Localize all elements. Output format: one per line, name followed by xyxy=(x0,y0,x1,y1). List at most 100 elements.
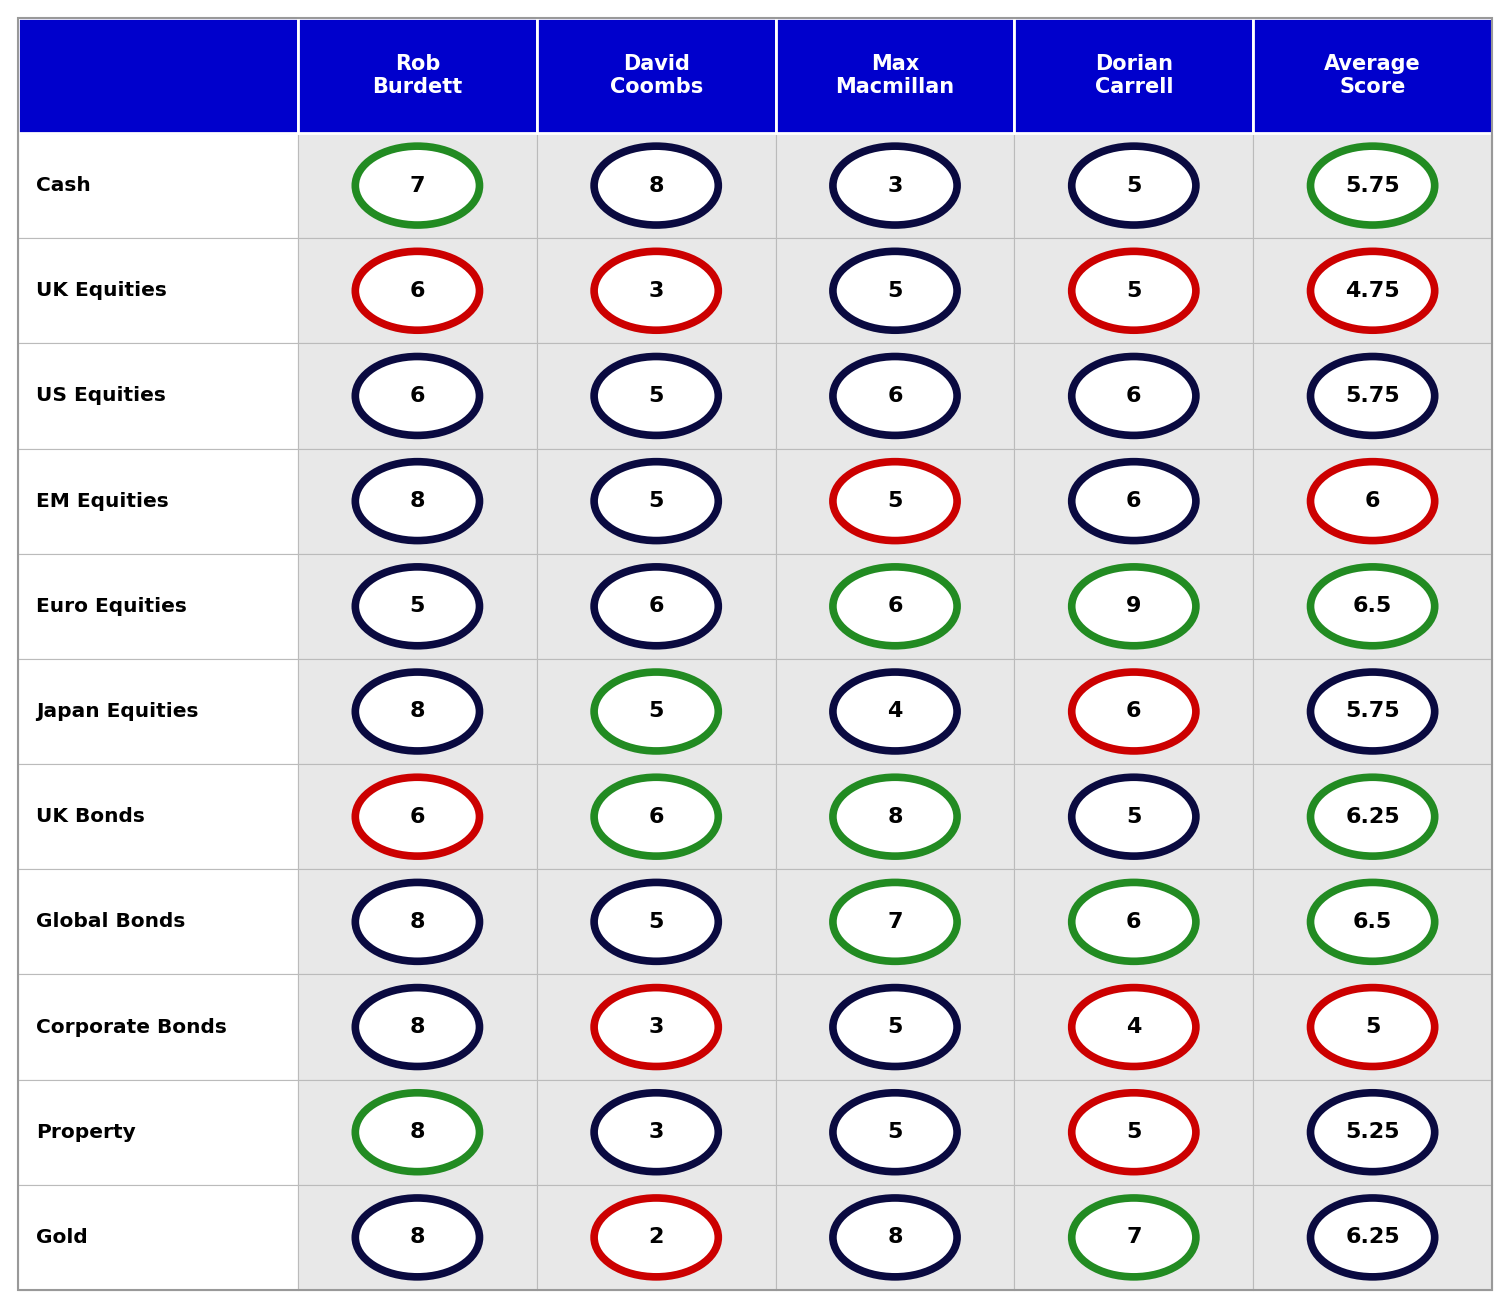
Bar xyxy=(776,659,1015,764)
Bar xyxy=(297,18,536,133)
Bar xyxy=(297,1185,536,1290)
Text: Euro Equities: Euro Equities xyxy=(36,596,187,616)
Ellipse shape xyxy=(593,1092,719,1172)
Ellipse shape xyxy=(593,462,719,540)
Bar xyxy=(18,764,297,870)
Ellipse shape xyxy=(355,1092,480,1172)
Bar xyxy=(536,1185,776,1290)
Bar xyxy=(536,974,776,1079)
Ellipse shape xyxy=(834,251,957,330)
Bar xyxy=(1253,344,1492,449)
Bar xyxy=(1253,1185,1492,1290)
Bar xyxy=(1253,870,1492,974)
Bar xyxy=(297,553,536,659)
Text: 5: 5 xyxy=(1126,175,1142,196)
Ellipse shape xyxy=(1072,883,1196,961)
Bar xyxy=(536,344,776,449)
Text: 9: 9 xyxy=(1126,596,1142,616)
Bar xyxy=(1253,764,1492,870)
Text: Global Bonds: Global Bonds xyxy=(36,913,186,931)
Bar xyxy=(1015,870,1253,974)
Ellipse shape xyxy=(593,357,719,436)
Bar xyxy=(776,1185,1015,1290)
Bar xyxy=(776,449,1015,553)
Ellipse shape xyxy=(593,777,719,857)
Ellipse shape xyxy=(355,251,480,330)
Text: 3: 3 xyxy=(888,175,903,196)
Bar xyxy=(18,449,297,553)
Text: 8: 8 xyxy=(409,1018,426,1037)
Text: 5: 5 xyxy=(888,1122,903,1142)
Text: 5: 5 xyxy=(1126,281,1142,301)
Text: 3: 3 xyxy=(648,1122,664,1142)
Ellipse shape xyxy=(834,672,957,751)
Text: 5: 5 xyxy=(1365,1018,1380,1037)
Text: 6: 6 xyxy=(1126,386,1142,405)
Bar xyxy=(776,764,1015,870)
Bar xyxy=(1015,659,1253,764)
Ellipse shape xyxy=(1072,251,1196,330)
Text: 7: 7 xyxy=(1126,1227,1142,1248)
Bar xyxy=(1015,974,1253,1079)
Ellipse shape xyxy=(1072,1092,1196,1172)
Ellipse shape xyxy=(1311,672,1434,751)
Ellipse shape xyxy=(593,1198,719,1277)
Text: 6: 6 xyxy=(888,386,903,405)
Text: 5: 5 xyxy=(648,490,664,511)
Bar xyxy=(776,133,1015,238)
Text: David
Coombs: David Coombs xyxy=(610,54,702,97)
Ellipse shape xyxy=(1072,777,1196,857)
Ellipse shape xyxy=(1072,357,1196,436)
Text: 6: 6 xyxy=(1365,490,1380,511)
Text: US Equities: US Equities xyxy=(36,386,166,405)
Ellipse shape xyxy=(593,883,719,961)
Ellipse shape xyxy=(1311,357,1434,436)
Bar xyxy=(1253,1079,1492,1185)
Text: 3: 3 xyxy=(648,281,664,301)
Bar xyxy=(1253,18,1492,133)
Text: 6.5: 6.5 xyxy=(1353,596,1392,616)
Bar xyxy=(776,870,1015,974)
Text: UK Equities: UK Equities xyxy=(36,281,168,301)
Bar xyxy=(536,238,776,344)
Ellipse shape xyxy=(1072,462,1196,540)
Bar xyxy=(18,659,297,764)
Text: 7: 7 xyxy=(888,912,903,931)
Text: 6: 6 xyxy=(648,596,664,616)
Text: 5.75: 5.75 xyxy=(1345,386,1400,405)
Text: 6: 6 xyxy=(888,596,903,616)
Bar xyxy=(297,870,536,974)
Bar xyxy=(18,18,297,133)
Ellipse shape xyxy=(593,251,719,330)
Ellipse shape xyxy=(834,883,957,961)
Bar xyxy=(1015,238,1253,344)
Ellipse shape xyxy=(355,1198,480,1277)
Text: 6: 6 xyxy=(1126,912,1142,931)
Bar xyxy=(536,659,776,764)
Text: 5: 5 xyxy=(648,386,664,405)
Ellipse shape xyxy=(355,566,480,646)
Text: 6: 6 xyxy=(409,807,426,827)
Text: Gold: Gold xyxy=(36,1228,88,1247)
Bar xyxy=(776,974,1015,1079)
Text: 7: 7 xyxy=(409,175,426,196)
Text: 6: 6 xyxy=(648,807,664,827)
Text: Dorian
Carrell: Dorian Carrell xyxy=(1095,54,1173,97)
Bar xyxy=(1015,344,1253,449)
Bar xyxy=(18,870,297,974)
Ellipse shape xyxy=(1311,146,1434,225)
Text: Max
Macmillan: Max Macmillan xyxy=(835,54,954,97)
Text: 3: 3 xyxy=(648,1018,664,1037)
Ellipse shape xyxy=(834,777,957,857)
Ellipse shape xyxy=(834,357,957,436)
Text: EM Equities: EM Equities xyxy=(36,492,169,510)
Text: 8: 8 xyxy=(888,1227,903,1248)
Text: 8: 8 xyxy=(409,701,426,722)
Bar xyxy=(1015,133,1253,238)
Text: Property: Property xyxy=(36,1122,136,1142)
Ellipse shape xyxy=(1311,1092,1434,1172)
Bar xyxy=(536,18,776,133)
Ellipse shape xyxy=(355,462,480,540)
Bar xyxy=(1015,553,1253,659)
Bar xyxy=(1015,1079,1253,1185)
